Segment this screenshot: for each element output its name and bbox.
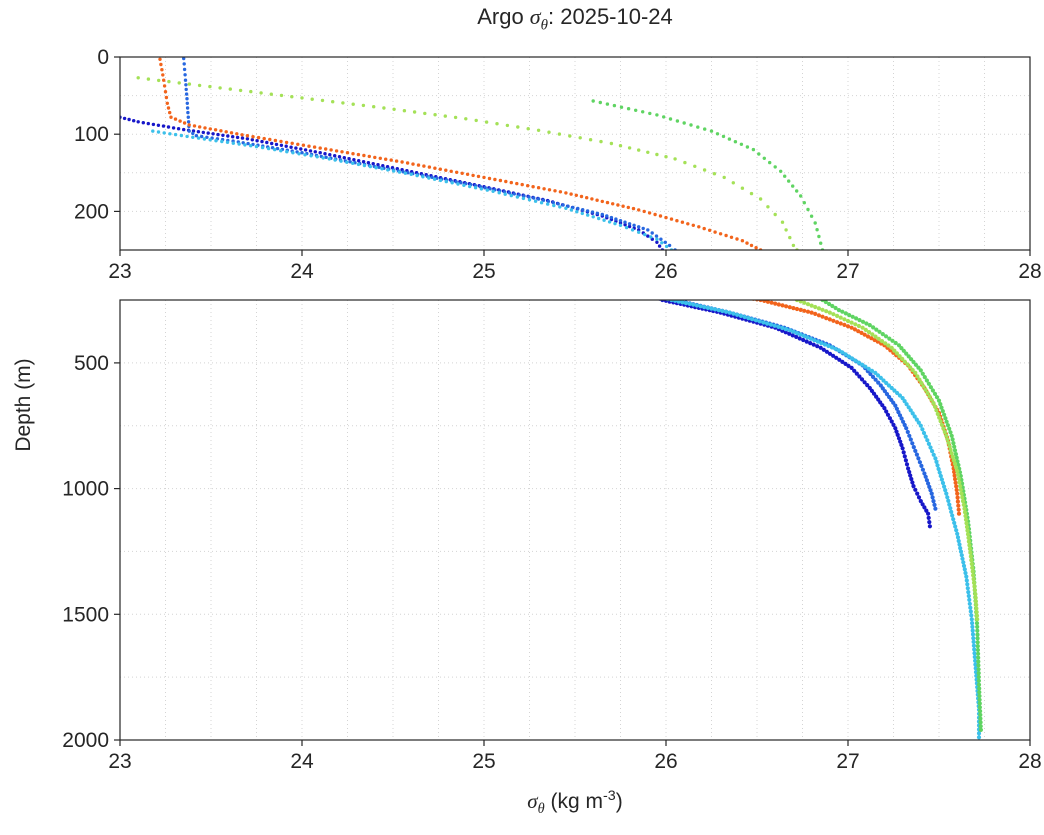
- series-blue-upper: [182, 57, 677, 250]
- svg-text:25: 25: [472, 260, 495, 283]
- y-axis-label: Depth (m): [12, 358, 35, 452]
- series-orange-upper: [158, 57, 763, 250]
- sigma-symbol: σ: [529, 4, 541, 29]
- svg-text:1500: 1500: [62, 603, 109, 626]
- svg-text:27: 27: [836, 750, 859, 773]
- svg-text:23: 23: [108, 750, 131, 773]
- series-cyan-lower: [663, 300, 982, 740]
- svg-text:2000: 2000: [62, 729, 109, 752]
- sigma-symbol: σ: [527, 789, 538, 813]
- series-lightgreen-upper: [136, 76, 799, 250]
- svg-text:1000: 1000: [62, 478, 109, 501]
- svg-text:28: 28: [1018, 260, 1041, 283]
- series-green-upper: [591, 99, 825, 250]
- title-text: Argo: [477, 4, 530, 29]
- x-axis-label: σθ (kg m-3): [120, 788, 1030, 818]
- axes-box-upper: [119, 56, 1031, 251]
- grid-lower: [120, 300, 1030, 740]
- tick-labels-lower: 23 24 25 26 27 28 500 1000 1500 2000: [62, 352, 1041, 773]
- xlabel-exponent: -3: [603, 788, 616, 804]
- svg-text:0: 0: [97, 46, 109, 69]
- svg-text:24: 24: [290, 260, 314, 283]
- svg-text:23: 23: [108, 260, 131, 283]
- svg-text:24: 24: [290, 750, 314, 773]
- tick-labels-upper: 23 24 25 26 27 28 0 100 200: [74, 46, 1042, 283]
- svg-text:500: 500: [74, 352, 109, 375]
- xlabel-close-paren: ): [615, 790, 623, 813]
- ticks-upper: [114, 56, 1031, 256]
- title-date: : 2025-10-24: [548, 4, 673, 29]
- svg-text:26: 26: [654, 750, 677, 773]
- svg-text:28: 28: [1018, 750, 1041, 773]
- svg-text:25: 25: [472, 750, 495, 773]
- series-cyan-upper: [151, 129, 674, 250]
- svg-text:100: 100: [74, 123, 109, 146]
- theta-subscript: θ: [537, 801, 545, 818]
- xlabel-units: (kg m: [544, 790, 604, 813]
- ticks-lower: [114, 362, 1031, 746]
- svg-text:200: 200: [74, 200, 109, 223]
- theta-subscript: θ: [540, 17, 549, 34]
- svg-text:27: 27: [836, 260, 859, 283]
- series-blue-lower: [673, 300, 938, 511]
- series-lightgreen-lower: [794, 300, 980, 622]
- grid-upper: [120, 57, 1030, 250]
- chart-title: Argo σθ: 2025-10-24: [120, 4, 1030, 34]
- svg-text:26: 26: [654, 260, 677, 283]
- series-navy-upper: [120, 115, 665, 250]
- axes-box-lower: [119, 299, 1031, 741]
